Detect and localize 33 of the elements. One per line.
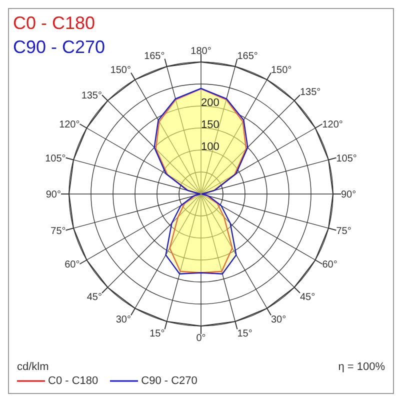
spoke-label: 150° (271, 64, 292, 76)
spoke-label: 60° (64, 260, 80, 271)
text: cd/klm (17, 361, 49, 373)
y-tick-label: 100 (201, 141, 220, 153)
text: C90 - C270 (13, 37, 106, 57)
spoke-label: 120° (322, 120, 343, 131)
spoke-label: 105° (45, 153, 66, 164)
spoke-label: 15° (237, 328, 252, 340)
spoke-label: 135° (81, 90, 102, 102)
spoke-label: 30° (271, 314, 286, 326)
spoke-label: 15° (150, 328, 165, 340)
text: C0 - C180 (13, 13, 96, 33)
y-tick-label: 150 (201, 119, 220, 131)
legend-label: C90 - C270 (140, 375, 198, 387)
spoke-label: 150° (110, 64, 131, 76)
spoke-label: 90° (46, 190, 61, 201)
spoke-label: 90° (341, 190, 356, 201)
spoke-label: 165° (144, 50, 165, 62)
spoke-label: 30° (116, 314, 131, 326)
spoke-label: 165° (237, 50, 258, 62)
legend-label: C0 - C180 (47, 375, 98, 387)
text: η = 100% (338, 361, 385, 373)
spoke-label: 45° (86, 292, 102, 304)
spoke-label: 0° (196, 333, 206, 344)
y-tick-label: 200 (201, 97, 220, 109)
spoke-label: 120° (59, 120, 80, 131)
spoke-label: 45° (300, 292, 316, 304)
spoke-label: 75° (336, 226, 352, 237)
spoke-label: 180° (190, 46, 212, 57)
spoke-label: 135° (300, 87, 321, 98)
spoke-label: 105° (336, 153, 357, 164)
spoke-label: 75° (50, 226, 66, 237)
spoke-label: 60° (322, 260, 338, 271)
